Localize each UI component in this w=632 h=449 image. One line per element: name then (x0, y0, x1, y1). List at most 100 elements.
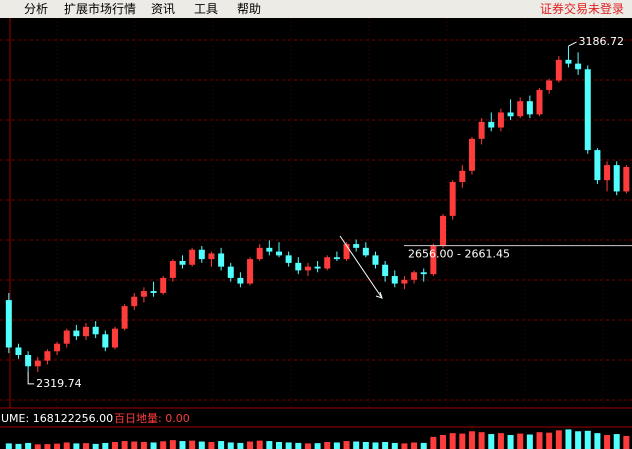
candle-body (459, 170, 466, 183)
candle-body (623, 167, 630, 192)
candle-body (594, 150, 601, 181)
volume-bar (237, 442, 244, 449)
candle-body (54, 343, 61, 352)
candle-body (189, 249, 196, 265)
volume-bar (546, 432, 553, 449)
candle-body (449, 182, 456, 216)
menu-item[interactable]: 帮助 (237, 2, 262, 16)
volume-bar (517, 433, 524, 449)
candle-body (15, 347, 22, 355)
login-status: 证券交易未登录 (539, 2, 624, 16)
candle-body (83, 326, 90, 337)
candle-body (478, 121, 485, 139)
volume-bar (34, 444, 41, 449)
high-pointer (568, 41, 577, 47)
chart: 3186.72 2319.74 2656.00 - 2661.45 UME: 1681… (0, 18, 632, 449)
volume-bar (266, 441, 273, 449)
candle-body (198, 249, 205, 260)
menu-item[interactable]: 分析 (24, 2, 49, 16)
candle-body (266, 247, 273, 252)
volume-bar (285, 442, 292, 449)
menu-item[interactable]: 扩展市场行情 (64, 2, 137, 16)
volume-bar (83, 443, 90, 449)
candle-body (401, 279, 408, 284)
volume-bar (401, 443, 408, 449)
volume-bar (372, 442, 379, 449)
candle-body (314, 266, 321, 269)
candle-body (468, 138, 475, 171)
candle-body (324, 257, 331, 269)
volume-bar (131, 441, 138, 449)
candle-body (411, 272, 418, 280)
candle-body (160, 277, 167, 293)
candle-body (218, 253, 225, 267)
candle-body (304, 266, 311, 271)
volume-bar (73, 443, 80, 449)
candle-body (295, 262, 302, 271)
volume-bar (189, 440, 196, 449)
candle-body (44, 351, 51, 361)
volume-bar (565, 429, 572, 449)
volume-bar (247, 441, 254, 449)
volume-bar (391, 442, 398, 449)
candle-body (111, 328, 118, 348)
volume-bar (314, 443, 321, 449)
volume-bar (140, 442, 147, 449)
candle-body (565, 59, 572, 64)
volume-bar (507, 435, 514, 449)
volume-bar (275, 442, 282, 449)
candle-body (25, 354, 32, 367)
volume-bar (256, 440, 263, 449)
volume-bar (536, 432, 543, 449)
volume-bar (604, 435, 611, 449)
volume-bar (160, 441, 167, 449)
volume-label: UME: 168122256.00 (1, 412, 113, 425)
candle-body (63, 330, 70, 344)
candle-body (430, 245, 437, 275)
candle-body (208, 253, 215, 260)
candle-body (526, 101, 533, 115)
candle-body (382, 264, 389, 277)
candle-body (121, 306, 128, 329)
volume-bar (430, 436, 437, 449)
volume-bar (526, 434, 533, 449)
volume-bar (420, 442, 427, 449)
candle-body (546, 80, 553, 90)
volume-bar (44, 444, 51, 449)
volume-bar (102, 442, 109, 449)
volume-bar (449, 433, 456, 449)
menu-item[interactable]: 工具 (194, 2, 219, 16)
volume-bar (584, 430, 591, 449)
volume-bar (227, 442, 234, 449)
candle-body (150, 291, 157, 293)
volume-bar (121, 441, 128, 449)
candle-body (613, 165, 620, 192)
volume-bar (555, 430, 562, 449)
volume-bar (488, 434, 495, 449)
volume-bar (218, 441, 225, 449)
volume-bar (497, 433, 504, 449)
candle-body (102, 334, 109, 348)
volume-bar (594, 433, 601, 449)
candle-body (372, 255, 379, 265)
volume-bar (54, 443, 61, 449)
candle-body (34, 360, 41, 367)
candle-body (497, 112, 504, 128)
menu-item[interactable]: 资讯 (151, 2, 176, 16)
candle-body (131, 296, 138, 307)
candle-body (362, 247, 369, 256)
volume-bar (150, 442, 157, 449)
volume-bar (333, 442, 340, 449)
candle-body (575, 63, 582, 70)
volume-bar (169, 440, 176, 449)
candle-body (517, 101, 524, 117)
volume-bar (179, 441, 186, 449)
volume-bar (575, 431, 582, 449)
volume-bar (304, 443, 311, 449)
candle-body (247, 259, 254, 284)
volume-bar (382, 442, 389, 449)
candle-body (5, 300, 12, 348)
volume-bar (15, 443, 22, 449)
volume-bar (198, 441, 205, 449)
